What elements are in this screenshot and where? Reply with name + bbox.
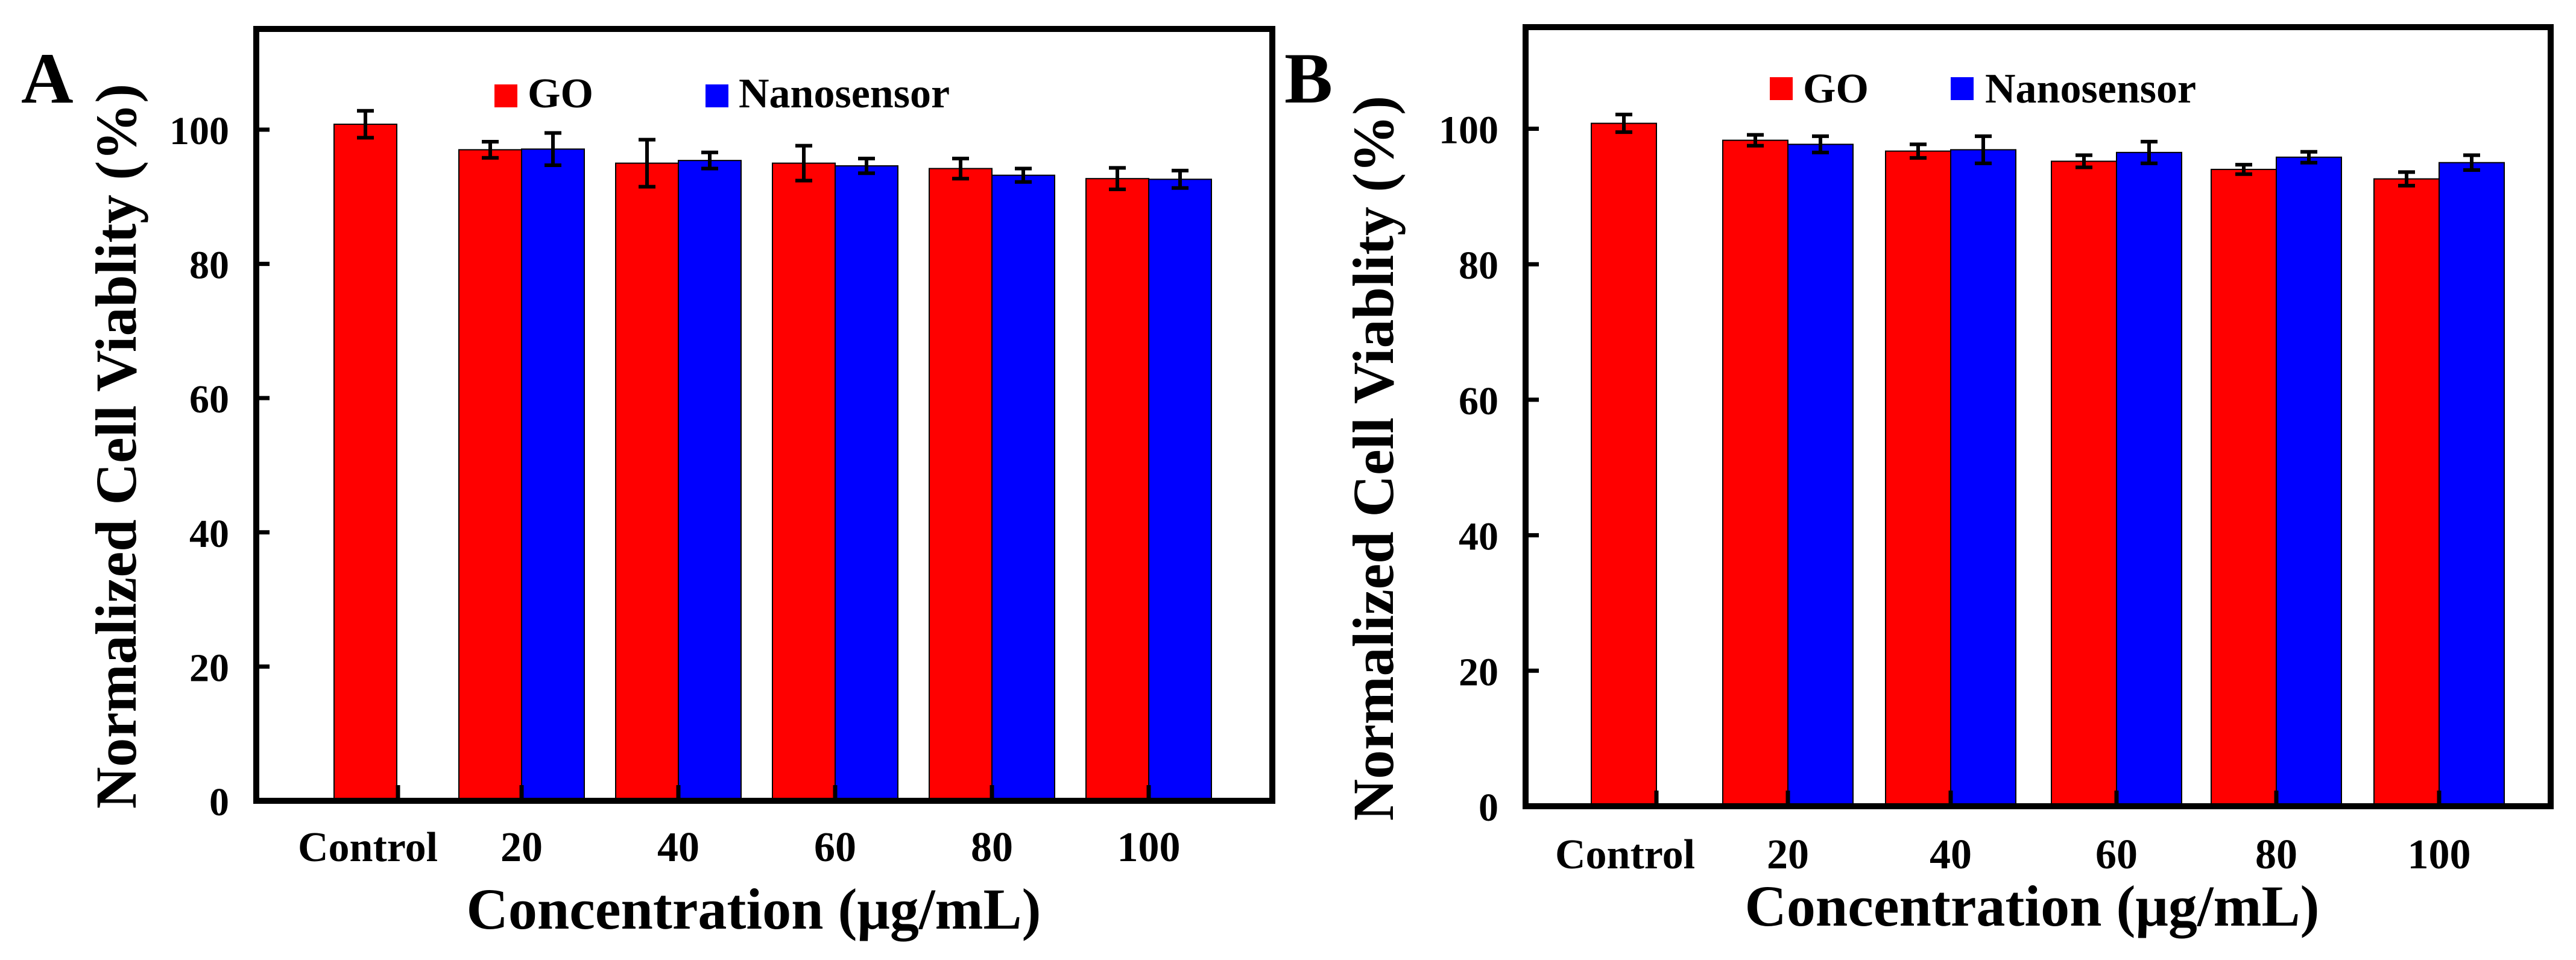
- panel-b-error-bar-go-60: [2076, 153, 2092, 169]
- panel-a-bar-go-20: [458, 149, 522, 802]
- panel-a-bar-nanosensor-60: [835, 165, 898, 801]
- panel-b-y-tick-label: 20: [1459, 650, 1498, 694]
- panel-a-x-tick-label: 60: [814, 824, 856, 871]
- panel-b-x-tick-label: 60: [2095, 832, 2138, 878]
- panel-a-y-tick-label: 80: [189, 244, 229, 288]
- panel-a-error-bar-go-100: [1109, 166, 1126, 192]
- panel-b-bar-go-40: [1885, 150, 1951, 807]
- panel-a-bars: [333, 124, 1212, 802]
- panel-b-bars: [1591, 122, 2505, 807]
- panel-b-bar-go-20: [1722, 139, 1788, 807]
- panel-a-legend-label-nanosensor: Nanosensor: [739, 71, 950, 117]
- panel-a-error-bar-go-60: [795, 144, 812, 183]
- panel-a-error-bar-nanosensor-80: [1015, 166, 1032, 184]
- panel-a-y-tick-label: 0: [209, 780, 229, 824]
- panel-b-x-tick-label: 80: [2255, 832, 2297, 878]
- panel-a-x-tick-label: Control: [298, 824, 438, 871]
- panel-b-bar-nanosensor-100: [2439, 162, 2505, 807]
- panel-a-bar-nanosensor-100: [1148, 178, 1212, 801]
- panel-a-error-bars: [357, 109, 1189, 192]
- panel-a-error-bar-nanosensor-60: [858, 156, 875, 175]
- panel-b-error-bars: [1615, 112, 2480, 188]
- panel-a-bar-go-80: [929, 168, 993, 801]
- panel-b-bar-nanosensor-40: [1950, 149, 2016, 807]
- panel-a-error-bar-nanosensor-20: [545, 131, 561, 167]
- panel-b-bar-nanosensor-80: [2276, 156, 2342, 807]
- panel-b-bar-nanosensor-20: [1787, 144, 1854, 807]
- panel-a-y-ticks: 0 20 40 60 80 100: [169, 109, 270, 824]
- panel-a-legend-swatch-go: [494, 84, 517, 107]
- panel-b-error-bar-go-control: [1615, 112, 1632, 134]
- panel-b-legend-swatch-go: [1770, 77, 1793, 100]
- panel-b: B Normalized Cell Viablity (%) Concentra…: [1284, 24, 2554, 938]
- panel-a-legend-swatch-nanosensor: [706, 84, 728, 107]
- panel-b-error-bar-nanosensor-60: [2141, 139, 2158, 165]
- panel-a-y-tick-label: 20: [189, 646, 229, 690]
- panel-a-bar-nanosensor-80: [991, 174, 1055, 802]
- panel-b-y-tick-label: 100: [1439, 109, 1498, 153]
- panel-a-error-bar-nanosensor-100: [1172, 168, 1189, 190]
- panel-a-bar-go-control: [333, 124, 397, 802]
- panel-b-x-axis-title: Concentration (μg/mL): [1745, 874, 2320, 938]
- panel-a-x-ticks: Control 20 40 60 80 100: [298, 785, 1181, 871]
- panel-b-bar-go-100: [2373, 178, 2440, 807]
- panel-b-error-bar-nanosensor-20: [1812, 134, 1829, 154]
- panel-b-y-tick-label: 40: [1459, 515, 1498, 559]
- panel-a-legend: GO Nanosensor: [494, 71, 950, 117]
- panel-a-x-tick-label: 100: [1117, 824, 1181, 871]
- panel-a-y-tick-label: 100: [169, 109, 229, 153]
- panel-a-bar-go-40: [615, 162, 679, 802]
- panel-b-y-tick-label: 80: [1459, 244, 1498, 288]
- panel-a-error-bar-go-20: [482, 139, 499, 160]
- panel-a-bar-nanosensor-40: [678, 160, 742, 802]
- panel-b-x-tick-label: 40: [1930, 832, 1972, 878]
- panel-a-plot-frame: [253, 26, 1275, 804]
- panel-a-y-axis-title: Normalized Cell Viablity (%): [84, 84, 148, 809]
- panel-a-error-bar-go-80: [952, 156, 969, 181]
- panel-a-x-tick-label: 20: [500, 824, 543, 871]
- panel-b-label: B: [1284, 38, 1333, 118]
- panel-a-bar-go-60: [772, 162, 836, 802]
- panel-a: A Normalized Cell Viablity (%) Concentra…: [21, 26, 1275, 941]
- panel-a-error-bar-go-40: [639, 137, 655, 189]
- panel-b-legend-swatch-nanosensor: [1951, 77, 1974, 100]
- panel-b-y-tick-label: 0: [1479, 786, 1498, 830]
- panel-b-plot-frame: [1523, 24, 2554, 809]
- panel-b-x-ticks: Control 20 40 60 80 100: [1555, 791, 2471, 878]
- panel-b-x-tick-label: 100: [2408, 832, 2471, 878]
- panel-b-bar-go-80: [2211, 168, 2277, 807]
- panel-a-x-axis-title: Concentration (μg/mL): [467, 877, 1041, 941]
- panel-b-y-axis-title: Normalized Cell Viablity (%): [1341, 96, 1406, 821]
- panel-b-error-bar-nanosensor-40: [1975, 134, 1992, 165]
- panel-b-bar-go-60: [2051, 160, 2117, 807]
- panel-b-error-bar-go-80: [2235, 163, 2252, 176]
- panel-b-error-bar-nanosensor-80: [2300, 150, 2317, 165]
- panel-a-y-tick-label: 60: [189, 377, 229, 422]
- panel-b-error-bar-nanosensor-100: [2463, 153, 2480, 172]
- panel-a-x-tick-label: 80: [971, 824, 1013, 871]
- panel-b-error-bar-go-20: [1747, 133, 1764, 148]
- panel-a-error-bar-go-control: [357, 109, 374, 140]
- panel-a-y-tick-label: 40: [189, 512, 229, 556]
- panel-a-x-tick-label: 40: [657, 824, 699, 871]
- panel-a-legend-label-go: GO: [528, 71, 593, 117]
- panel-b-bar-nanosensor-60: [2116, 151, 2182, 807]
- panel-b-bar-go-control: [1591, 122, 1657, 807]
- panel-b-error-bar-go-100: [2398, 170, 2415, 188]
- panel-b-legend: GO Nanosensor: [1770, 66, 2196, 112]
- panel-b-legend-label-go: GO: [1803, 66, 1869, 112]
- panel-a-bar-nanosensor-20: [521, 148, 585, 802]
- panel-a-label: A: [21, 38, 74, 118]
- panel-b-x-tick-label: Control: [1555, 832, 1695, 878]
- panel-b-x-tick-label: 20: [1767, 832, 1809, 878]
- panel-a-error-bar-nanosensor-40: [701, 150, 718, 171]
- panel-a-bar-go-100: [1085, 178, 1149, 801]
- panel-b-error-bar-go-40: [1910, 142, 1927, 160]
- panel-b-legend-label-nanosensor: Nanosensor: [1985, 66, 2196, 112]
- panel-b-y-tick-label: 60: [1459, 379, 1498, 423]
